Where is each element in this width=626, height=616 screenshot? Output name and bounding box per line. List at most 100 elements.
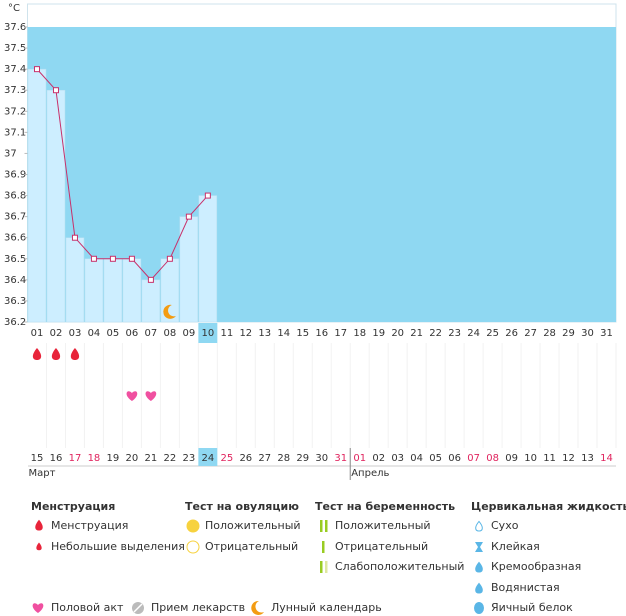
ovulation-icon	[186, 519, 200, 533]
y-tick-label: 36.2	[4, 317, 26, 328]
legend-title: Тест на беременность	[315, 500, 455, 513]
y-tick-label: 36.4	[4, 275, 26, 286]
legend-title: Менструация	[31, 500, 115, 513]
date-label: 07	[467, 453, 480, 464]
bar	[46, 89, 66, 323]
y-tick-label: 37.2	[4, 106, 26, 117]
month-label: Март	[29, 468, 56, 479]
x-tick-label: 03	[69, 328, 82, 339]
x-tick-label: 01	[31, 328, 44, 339]
date-label: 14	[600, 453, 613, 464]
x-tick-label: 19	[372, 328, 385, 339]
x-tick-label: 31	[600, 328, 613, 339]
test-icon	[322, 541, 325, 553]
y-tick-label: 37.5	[4, 43, 26, 54]
y-tick-label: 37.3	[4, 85, 26, 96]
x-tick-label: 07	[145, 328, 158, 339]
date-label: 24	[201, 453, 214, 464]
y-tick-label: 36.3	[4, 296, 26, 307]
x-tick-label: 25	[486, 328, 499, 339]
x-tick-label: 12	[239, 328, 252, 339]
pill-line	[133, 603, 143, 613]
x-tick-label: 11	[220, 328, 233, 339]
date-label: 26	[239, 453, 252, 464]
date-label: 29	[296, 453, 309, 464]
date-label: 30	[315, 453, 328, 464]
y-tick-label: 36.5	[4, 254, 26, 265]
date-label: 20	[126, 453, 139, 464]
legend-item: Небольшие выделения	[51, 540, 185, 553]
date-label: 13	[581, 453, 594, 464]
y-tick-label: 36.8	[4, 191, 26, 202]
selected-date	[198, 448, 218, 466]
point-marker	[33, 66, 40, 73]
date-label: 05	[429, 453, 442, 464]
point-marker	[166, 255, 173, 262]
drop-icon	[36, 542, 42, 551]
x-tick-label: 02	[50, 328, 63, 339]
legend-item: Сухо	[491, 519, 519, 532]
point-marker	[90, 255, 97, 262]
bar	[198, 195, 218, 323]
date-label: 12	[562, 453, 575, 464]
legend-item: Клейкая	[491, 540, 540, 553]
drop-icon	[475, 582, 483, 594]
bar	[141, 279, 161, 323]
legend-item: Слабоположительный	[335, 560, 464, 573]
heart-icon	[126, 391, 138, 401]
date-label: 18	[88, 453, 101, 464]
legend-item: Водянистая	[491, 581, 560, 594]
x-tick-label: 21	[410, 328, 423, 339]
heart-icon	[32, 603, 44, 613]
date-label: 31	[334, 453, 347, 464]
bar	[179, 216, 199, 323]
legend-item: Отрицательный	[335, 540, 428, 553]
date-label: 25	[220, 453, 233, 464]
x-tick-label: 29	[562, 328, 575, 339]
y-tick-label: 36.6	[4, 233, 26, 244]
test-icon	[325, 520, 328, 532]
date-label: 06	[448, 453, 461, 464]
y-tick-label: 36.7	[4, 212, 26, 223]
test-icon	[320, 520, 323, 532]
date-label: 21	[145, 453, 158, 464]
point-marker	[71, 234, 78, 241]
point-marker	[52, 87, 59, 94]
x-tick-label: 16	[315, 328, 328, 339]
date-label: 16	[50, 453, 63, 464]
y-tick-label: 36.9	[4, 170, 26, 181]
x-tick-label: 04	[88, 328, 101, 339]
date-label: 03	[391, 453, 404, 464]
x-tick-label: 10	[201, 328, 214, 339]
legend-item: Яичный белок	[491, 601, 573, 614]
date-label: 10	[524, 453, 537, 464]
x-tick-label: 05	[107, 328, 120, 339]
drop-icon	[70, 348, 80, 360]
x-tick-label: 08	[164, 328, 177, 339]
date-label: 01	[353, 453, 366, 464]
x-tick-label: 22	[429, 328, 442, 339]
drop-icon	[35, 519, 43, 531]
ovulation-icon	[186, 540, 200, 554]
date-label: 17	[69, 453, 82, 464]
point-marker	[109, 255, 116, 262]
x-tick-label: 13	[258, 328, 271, 339]
temperature-line	[36, 68, 209, 281]
x-tick-label: 28	[543, 328, 556, 339]
legend-item: Прием лекарств	[151, 601, 245, 614]
drop-icon	[475, 561, 483, 573]
bar	[65, 237, 85, 323]
legend-item: Кремообразная	[491, 560, 581, 573]
bar	[27, 68, 47, 323]
date-label: 02	[372, 453, 385, 464]
test-icon	[320, 561, 323, 573]
date-label: 23	[182, 453, 195, 464]
selected-day	[198, 323, 218, 343]
y-tick-label: 37.4	[4, 64, 26, 75]
fluid-icon	[474, 602, 484, 614]
legend-item: Половой акт	[51, 601, 124, 614]
drop-icon	[32, 348, 42, 360]
month-label: Апрель	[351, 468, 389, 479]
legend-item: Отрицательный	[205, 540, 298, 553]
